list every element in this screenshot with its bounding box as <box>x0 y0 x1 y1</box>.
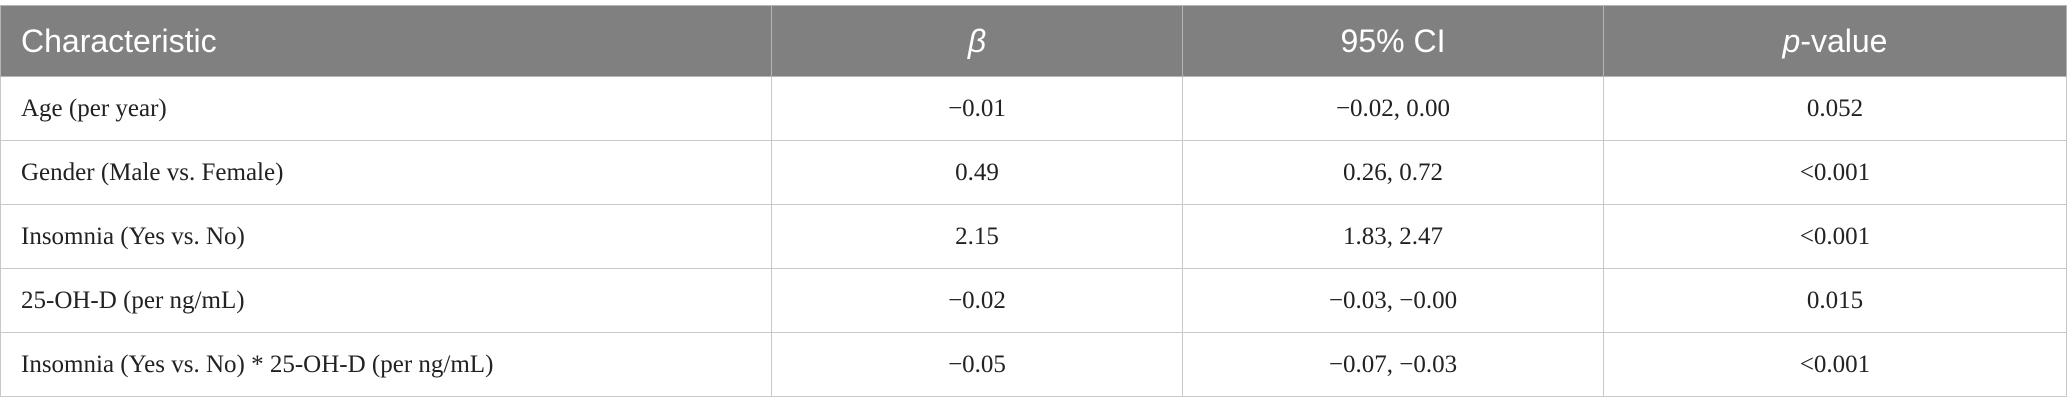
header-text: -value <box>1800 22 1888 59</box>
cell: 0.49 <box>771 140 1183 205</box>
header-cell: Characteristic <box>0 5 772 77</box>
cell: <0.001 <box>1603 140 2067 205</box>
row-label: Insomnia (Yes vs. No) * 25-OH-D (per ng/… <box>0 332 772 397</box>
cell: −0.03, −0.00 <box>1182 268 1604 333</box>
header-cell: 95% CI <box>1182 5 1604 77</box>
cell: 0.052 <box>1603 76 2067 141</box>
table-row: Insomnia (Yes vs. No) * 25-OH-D (per ng/… <box>0 332 2067 397</box>
cell: 2.15 <box>771 204 1183 269</box>
row-label: Gender (Male vs. Female) <box>0 140 772 205</box>
table-head: Characteristic β 95% CI p-value <box>0 5 2067 77</box>
header-cell: β <box>771 5 1183 77</box>
results-table: Characteristic β 95% CI p-value Age (per ye… <box>0 5 2067 397</box>
cell: −0.02 <box>771 268 1183 333</box>
cell: <0.001 <box>1603 332 2067 397</box>
cell: −0.05 <box>771 332 1183 397</box>
cell: 0.015 <box>1603 268 2067 333</box>
table-row: Age (per year) −0.01 −0.02, 0.00 0.052 <box>0 76 2067 141</box>
table-row: Gender (Male vs. Female) 0.49 0.26, 0.72 <0… <box>0 140 2067 205</box>
header-italic: p <box>1782 22 1801 59</box>
table-row: Insomnia (Yes vs. No) 2.15 1.83, 2.47 <0.00… <box>0 204 2067 269</box>
header-cell: p-value <box>1603 5 2067 77</box>
table-body: Age (per year) −0.01 −0.02, 0.00 0.052 Gende… <box>0 76 2067 397</box>
cell: 0.26, 0.72 <box>1182 140 1604 205</box>
cell: −0.02, 0.00 <box>1182 76 1604 141</box>
row-label: Age (per year) <box>0 76 772 141</box>
cell: −0.07, −0.03 <box>1182 332 1604 397</box>
cell: −0.01 <box>771 76 1183 141</box>
row-label: 25-OH-D (per ng/mL) <box>0 268 772 333</box>
cell: 1.83, 2.47 <box>1182 204 1604 269</box>
row-label: Insomnia (Yes vs. No) <box>0 204 772 269</box>
table-row: 25-OH-D (per ng/mL) −0.02 −0.03, −0.00 0.01… <box>0 268 2067 333</box>
header-row: Characteristic β 95% CI p-value <box>0 5 2067 77</box>
cell: <0.001 <box>1603 204 2067 269</box>
